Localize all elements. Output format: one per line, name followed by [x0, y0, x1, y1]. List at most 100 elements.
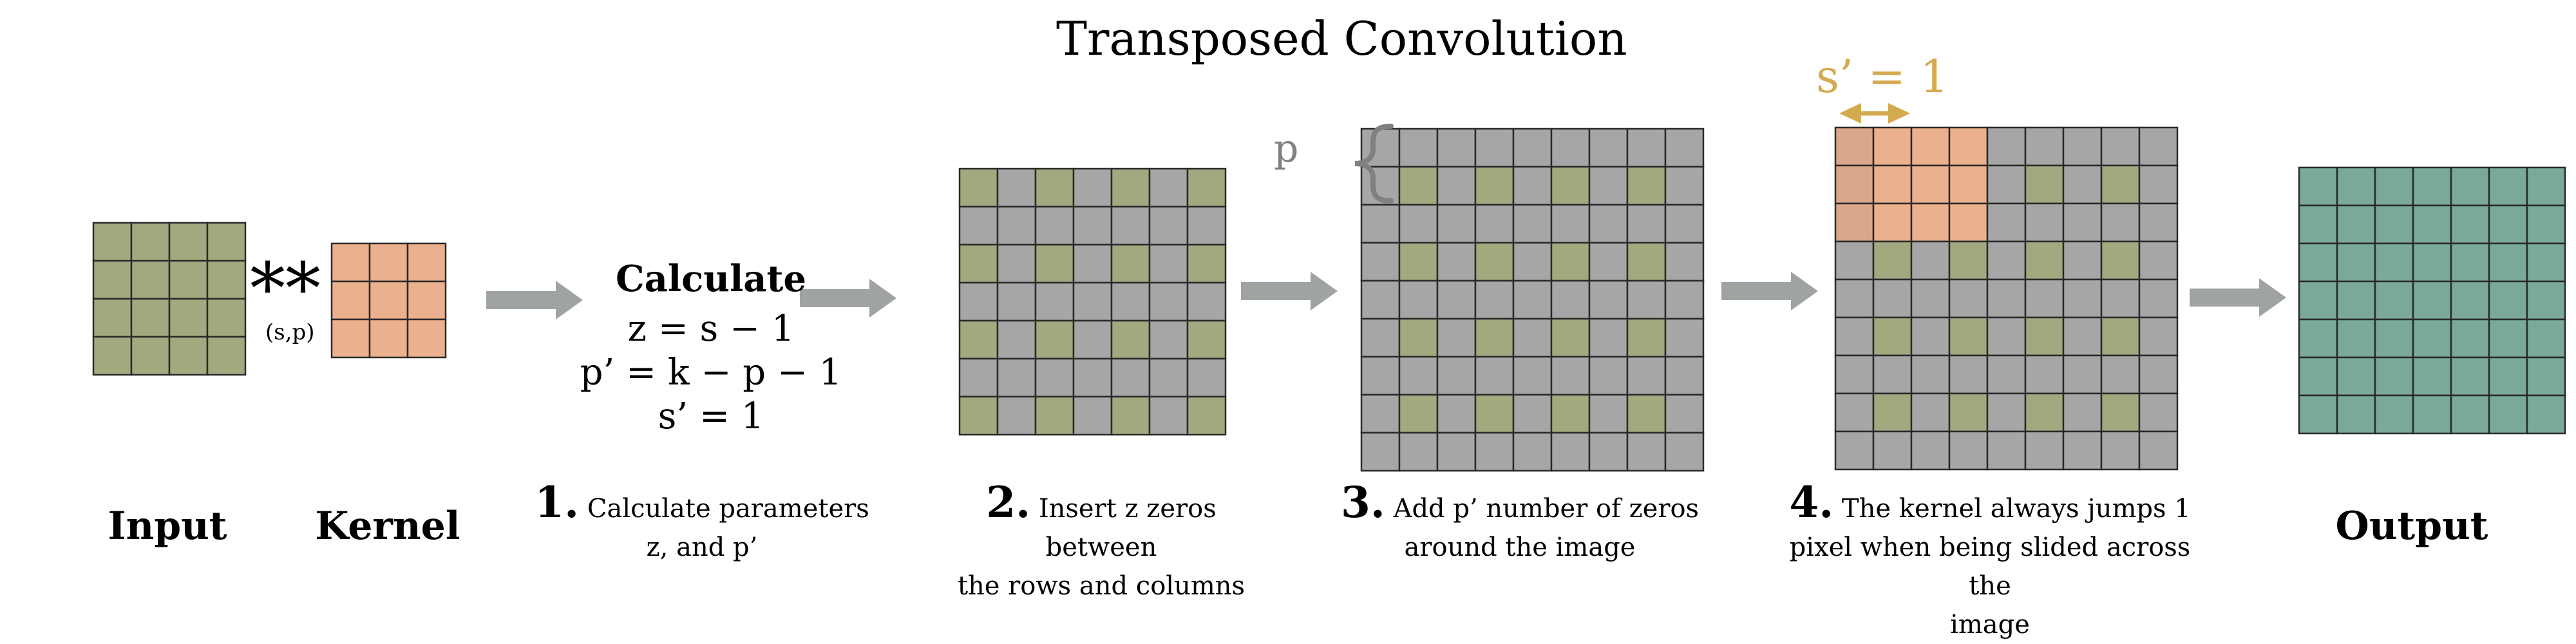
- step4-grid-cell: [1910, 354, 1951, 395]
- step2-grid-cell: [958, 357, 999, 398]
- step3-grid-cell: [1626, 279, 1667, 320]
- step4-grid-cell: [2024, 126, 2065, 167]
- step4-grid-cell: [1948, 126, 1989, 167]
- step4-grid-cell: [2100, 354, 2141, 395]
- step2-grid-cell: [1148, 281, 1189, 322]
- output-grid-cell: [2450, 280, 2490, 321]
- step-2-caption: 2. Insert z zeros between the rows and co…: [957, 477, 1245, 601]
- arrow-3-shape: [1241, 272, 1338, 310]
- step3-grid-cell: [1360, 317, 1401, 358]
- step4-grid-cell: [1910, 316, 1951, 357]
- step3-grid-cell: [1664, 242, 1705, 282]
- step4-grid-cell: [2062, 354, 2103, 395]
- kernel-grid-cell: [330, 280, 371, 321]
- input-grid-cell: [206, 260, 247, 300]
- kernel-grid-cell: [330, 242, 371, 283]
- kernel-grid-cell: [368, 280, 409, 321]
- calculate-p-prime: p’ = k − p − 1: [580, 352, 842, 393]
- step3-grid-cell: [1664, 317, 1705, 358]
- step3-grid-cell: [1588, 128, 1629, 168]
- step4-grid-cell: [2062, 278, 2103, 319]
- step4-grid-cell: [2024, 354, 2065, 395]
- output-grid-cell: [2374, 280, 2414, 321]
- step3-grid-cell: [1398, 166, 1439, 206]
- step2-grid-cell: [1148, 205, 1189, 246]
- step4-grid-cell: [2024, 202, 2065, 243]
- step3-grid-cell: [1360, 393, 1401, 434]
- step3-grid-cell: [1398, 279, 1439, 320]
- input-grid-cell: [168, 336, 209, 376]
- step3-grid-cell: [1474, 317, 1515, 358]
- output-grid-cell: [2336, 242, 2376, 283]
- step2-grid-cell: [1072, 243, 1113, 284]
- step4-grid: [1834, 126, 2179, 471]
- step3-grid-cell: [1664, 166, 1705, 206]
- step3-grid-cell: [1550, 431, 1591, 472]
- step2-grid-cell: [996, 167, 1037, 208]
- step3-grid-cell: [1436, 355, 1477, 396]
- step4-grid-cell: [1986, 392, 2027, 433]
- step4-grid-cell: [1910, 126, 1951, 167]
- output-grid-cell: [2412, 242, 2452, 283]
- step2-grid-cell: [1110, 357, 1151, 398]
- input-grid-cell: [130, 336, 171, 376]
- step3-grid-cell: [1360, 242, 1401, 282]
- input-grid-cell: [206, 336, 247, 376]
- step4-grid-cell: [1872, 392, 1913, 433]
- step3-grid-cell: [1512, 128, 1553, 168]
- step4-grid-cell: [2062, 240, 2103, 281]
- kernel-grid-cell: [406, 242, 447, 283]
- step4-grid-cell: [2138, 278, 2179, 319]
- step4-grid-cell: [1910, 392, 1951, 433]
- step3-grid-cell: [1474, 279, 1515, 320]
- output-grid-cell: [2298, 166, 2338, 207]
- step3-grid-cell: [1436, 393, 1477, 434]
- step2-grid-cell: [1034, 205, 1075, 246]
- output-grid-cell: [2450, 166, 2490, 207]
- output-grid-cell: [2526, 242, 2566, 283]
- step2-grid-cell: [1110, 281, 1151, 322]
- step4-grid-cell: [1872, 126, 1913, 167]
- step3-grid-cell: [1436, 279, 1477, 320]
- input-grid-cell: [206, 298, 247, 338]
- step4-grid-cell: [2024, 278, 2065, 319]
- step4-grid-cell: [2062, 202, 2103, 243]
- step2-grid-cell: [1186, 357, 1227, 398]
- step2-grid-cell: [958, 167, 999, 208]
- step4-grid-cell: [2100, 126, 2141, 167]
- step4-grid-cell: [1986, 164, 2027, 205]
- step2-grid-cell: [1186, 395, 1227, 436]
- step2-grid-cell: [996, 357, 1037, 398]
- step4-grid-cell: [1948, 164, 1989, 205]
- arrow-3: [1241, 272, 1338, 310]
- output-grid-cell: [2336, 204, 2376, 245]
- step3-grid-cell: [1588, 242, 1629, 282]
- step4-grid-cell: [2100, 430, 2141, 471]
- output-grid-cell: [2374, 204, 2414, 245]
- step4-grid-cell: [2024, 316, 2065, 357]
- output-grid-cell: [2412, 356, 2452, 397]
- output-grid-cell: [2298, 242, 2338, 283]
- step3-grid-cell: [1664, 279, 1705, 320]
- step3-grid-cell: [1360, 204, 1401, 244]
- step4-grid-cell: [1834, 202, 1875, 243]
- step2-grid-cell: [1110, 395, 1151, 436]
- step4-grid-cell: [2100, 240, 2141, 281]
- step4-grid-cell: [2138, 240, 2179, 281]
- step3-grid-cell: [1436, 204, 1477, 244]
- step3-grid-cell: [1550, 279, 1591, 320]
- step3-grid-cell: [1398, 431, 1439, 472]
- step3-grid-cell: [1550, 166, 1591, 206]
- step3-grid-cell: [1550, 317, 1591, 358]
- step3-grid-cell: [1550, 204, 1591, 244]
- step3-grid: [1360, 128, 1705, 472]
- step-1-caption: 1. Calculate parameters z, and p’: [535, 477, 869, 562]
- input-grid: [92, 222, 247, 376]
- step3-grid-cell: [1512, 393, 1553, 434]
- kernel-grid: [330, 242, 447, 359]
- step2-grid: [958, 167, 1227, 436]
- step4-grid-cell: [1948, 430, 1989, 471]
- step3-grid-cell: [1474, 355, 1515, 396]
- step3-grid-cell: [1588, 393, 1629, 434]
- arrow-2: [800, 279, 896, 317]
